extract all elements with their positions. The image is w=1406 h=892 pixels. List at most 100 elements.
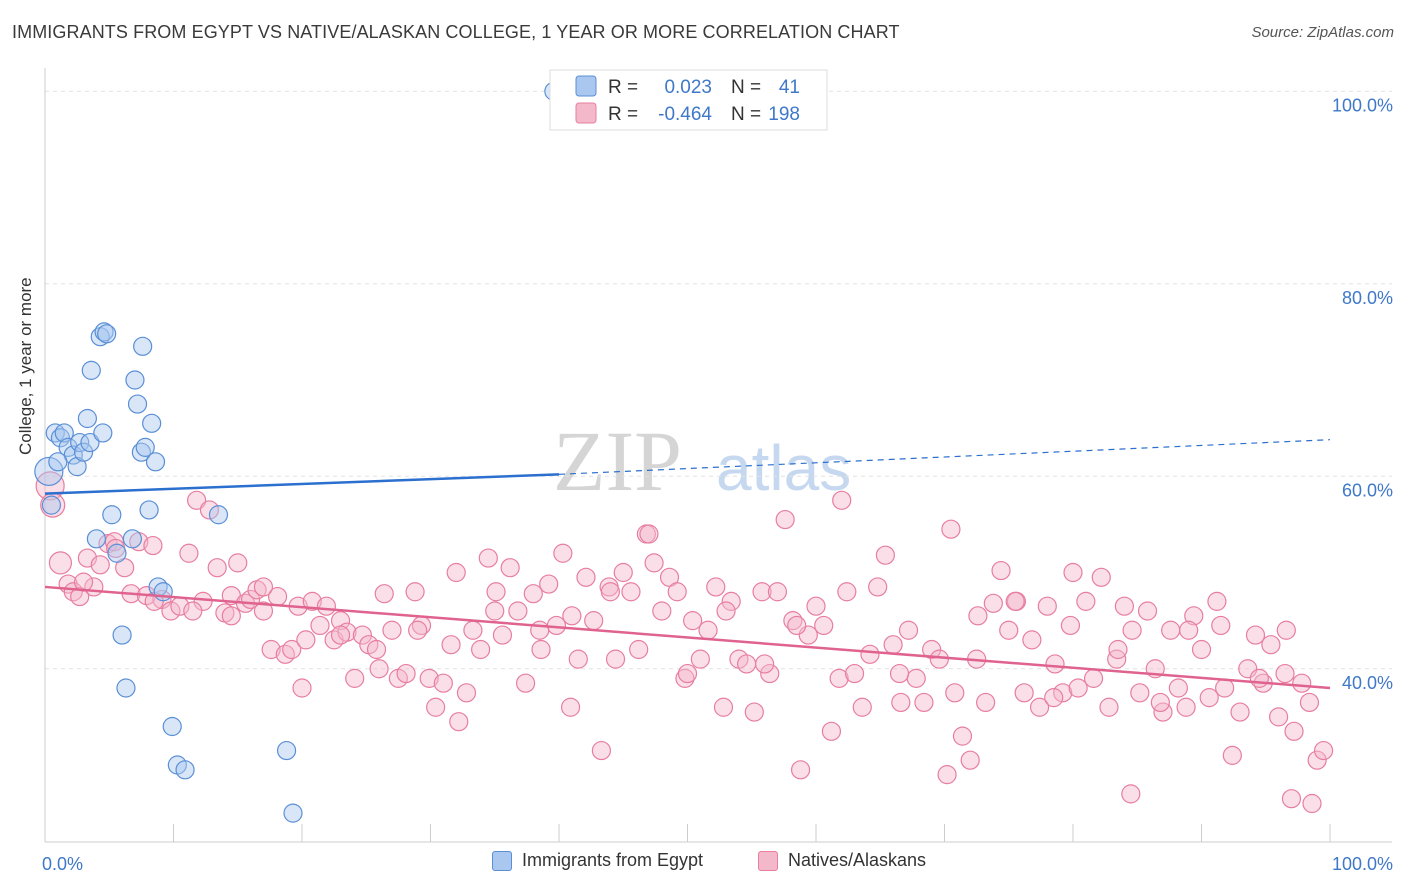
legend-swatch-egypt — [492, 850, 512, 871]
natives-point-147 — [1137, 601, 1158, 621]
natives-point-115 — [891, 692, 911, 713]
natives-point-164 — [1268, 707, 1289, 727]
stats-legend-pink-swatch — [575, 102, 597, 124]
natives-point-136 — [1053, 683, 1073, 703]
natives-point-132 — [1022, 630, 1042, 650]
egypt-point-3 — [54, 423, 74, 443]
trendlines — [44, 439, 1331, 690]
natives-point-15 — [143, 535, 163, 556]
egypt-point-28 — [142, 413, 162, 433]
egypt-point-19 — [112, 625, 132, 645]
natives-point-153 — [1184, 606, 1204, 626]
watermark-zip: ZIP — [553, 413, 682, 509]
natives-point-69 — [539, 574, 559, 594]
natives-point-137 — [1060, 615, 1081, 636]
natives-point-98 — [760, 663, 780, 684]
natives-point-145 — [1122, 620, 1142, 640]
stats-r-label-blue: R = — [608, 77, 638, 98]
natives-point-5 — [70, 586, 90, 607]
natives-point-176 — [1063, 562, 1083, 583]
stats-r-value-blue: 0.023 — [664, 77, 712, 98]
egypt-point-16 — [81, 360, 101, 380]
natives-point-34 — [282, 639, 302, 660]
egypt-point-9 — [77, 408, 98, 429]
egypt-point-20 — [116, 678, 136, 698]
natives-point-19 — [179, 543, 199, 563]
natives-point-139 — [1076, 591, 1096, 611]
stats-legend: R = 0.023 N = 41 R = -0.464 N = 198 — [549, 69, 828, 131]
natives-point-112 — [868, 577, 888, 597]
stats-n-value-blue: 41 — [779, 77, 800, 98]
natives-point-111 — [860, 644, 880, 664]
natives-point-144 — [1114, 596, 1135, 616]
natives-point-165 — [1276, 620, 1296, 640]
x-tick-label-1: 100.0% — [1332, 854, 1393, 874]
natives-point-38 — [310, 615, 330, 636]
legend-item-egypt[interactable]: Immigrants from Egypt — [492, 850, 703, 871]
natives-point-22 — [199, 500, 220, 520]
natives-point-90 — [698, 620, 718, 640]
x-tick-labels: 0.0% 100.0% — [42, 854, 1393, 874]
egypt-point-31 — [153, 582, 173, 602]
egypt-point-0 — [34, 456, 64, 487]
y-tick-label-2: 60.0% — [1342, 480, 1393, 500]
natives-point-93 — [721, 591, 741, 611]
egypt-point-7 — [70, 432, 90, 453]
natives-point-61 — [478, 548, 498, 568]
natives-point-143 — [1107, 649, 1127, 669]
natives-point-140 — [1083, 668, 1104, 688]
egypt-point-37 — [283, 803, 303, 823]
natives-point-199 — [183, 601, 203, 621]
egypt-point-22 — [125, 370, 145, 390]
natives-point-72 — [560, 697, 581, 717]
natives-point-206 — [1121, 784, 1141, 804]
egypt-point-17 — [102, 505, 122, 525]
natives-point-116 — [898, 620, 919, 640]
natives-point-173 — [832, 490, 852, 510]
natives-point-47 — [374, 584, 394, 604]
natives-trendline — [44, 585, 1331, 690]
natives-point-123 — [952, 726, 973, 746]
natives-point-51 — [405, 582, 425, 602]
natives-point-62 — [486, 582, 506, 602]
natives-point-110 — [852, 697, 872, 717]
natives-point-63 — [492, 625, 513, 645]
natives-point-54 — [426, 697, 446, 717]
egypt-point-35 — [208, 505, 229, 525]
natives-point-67 — [523, 584, 543, 604]
natives-point-175 — [1005, 591, 1025, 611]
natives-point-181 — [1249, 668, 1269, 688]
natives-point-150 — [1161, 620, 1181, 640]
natives-point-172 — [1281, 789, 1302, 809]
natives-point-86 — [667, 582, 687, 602]
y-tick-label-1: 80.0% — [1342, 288, 1393, 308]
natives-point-73 — [568, 649, 588, 669]
egypt-trendline — [44, 473, 560, 495]
natives-point-193 — [408, 620, 428, 640]
natives-point-84 — [652, 601, 672, 621]
egypt-point-25 — [133, 336, 153, 356]
natives-point-26 — [228, 553, 248, 573]
natives-point-105 — [814, 615, 834, 636]
natives-point-106 — [821, 721, 842, 741]
legend-swatch-natives — [758, 850, 778, 871]
natives-point-151 — [1168, 678, 1188, 698]
chart-title: IMMIGRANTS FROM EGYPT VS NATIVE/ALASKAN … — [12, 22, 900, 42]
natives-point-78 — [605, 649, 626, 669]
natives-point-8 — [90, 555, 110, 575]
natives-point-168 — [1299, 692, 1320, 713]
stats-n-label-pink: N = — [731, 104, 761, 125]
natives-point-203 — [889, 663, 910, 684]
natives-point-31 — [261, 639, 281, 660]
natives-point-97 — [752, 582, 772, 602]
natives-point-189 — [562, 606, 582, 626]
egypt-points — [34, 81, 564, 823]
natives-point-91 — [706, 577, 726, 597]
natives-point-83 — [644, 553, 664, 573]
natives-point-135 — [1045, 654, 1065, 674]
natives-point-194 — [369, 659, 389, 679]
egypt-point-15 — [93, 423, 113, 443]
natives-point-195 — [330, 625, 351, 645]
natives-point-59 — [463, 620, 483, 640]
legend-item-natives[interactable]: Natives/Alaskans — [758, 850, 926, 871]
